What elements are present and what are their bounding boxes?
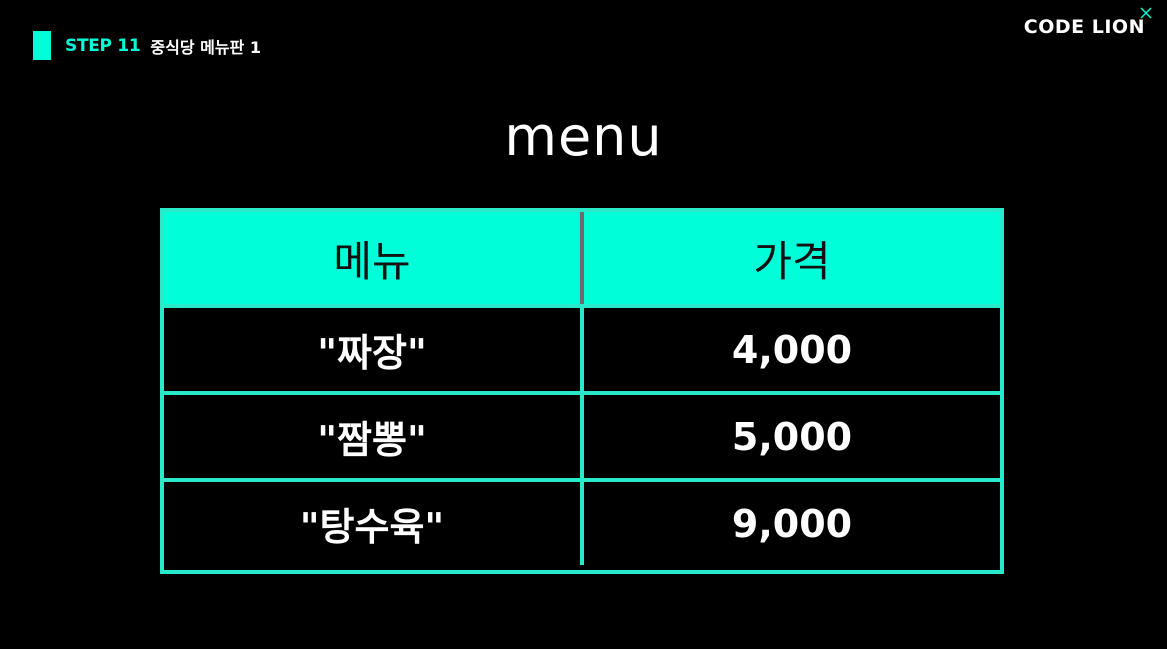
menu-cell: "짬뽕" (317, 418, 427, 462)
table-header: 메뉴 가격 (164, 212, 1000, 304)
price-cell: 4,000 (731, 327, 853, 372)
logo: CODE LION (1023, 7, 1152, 40)
menu-cell: "탕수육" (299, 505, 445, 549)
cell-divider (580, 308, 584, 391)
menu-heading: menu (504, 105, 663, 168)
step-title: 중식당 메뉴판 1 (150, 37, 261, 57)
table-row: "짬뽕" 5,000 (164, 391, 1000, 478)
menu-cell: "짜장" (317, 331, 427, 375)
cell-divider (580, 482, 584, 565)
menu-table: 메뉴 가격 "짜장" 4,000 "짬뽕" 5,000 "탕수육" 9,000 (160, 208, 1004, 574)
table-row: "탕수육" 9,000 (164, 478, 1000, 565)
column-header-price: 가격 (753, 236, 831, 286)
step-marker (33, 31, 51, 60)
cell-divider (580, 395, 584, 478)
price-cell: 9,000 (731, 501, 853, 546)
step-label: STEP 11 (65, 35, 141, 56)
column-header-menu: 메뉴 (333, 236, 411, 286)
step-header: STEP 11 중식당 메뉴판 1 (33, 31, 261, 60)
price-cell: 5,000 (731, 414, 853, 459)
x-mark-icon (1140, 7, 1152, 19)
logo-text: CODE LION (1023, 16, 1145, 38)
table-row: "짜장" 4,000 (164, 304, 1000, 391)
header-divider (580, 212, 584, 304)
